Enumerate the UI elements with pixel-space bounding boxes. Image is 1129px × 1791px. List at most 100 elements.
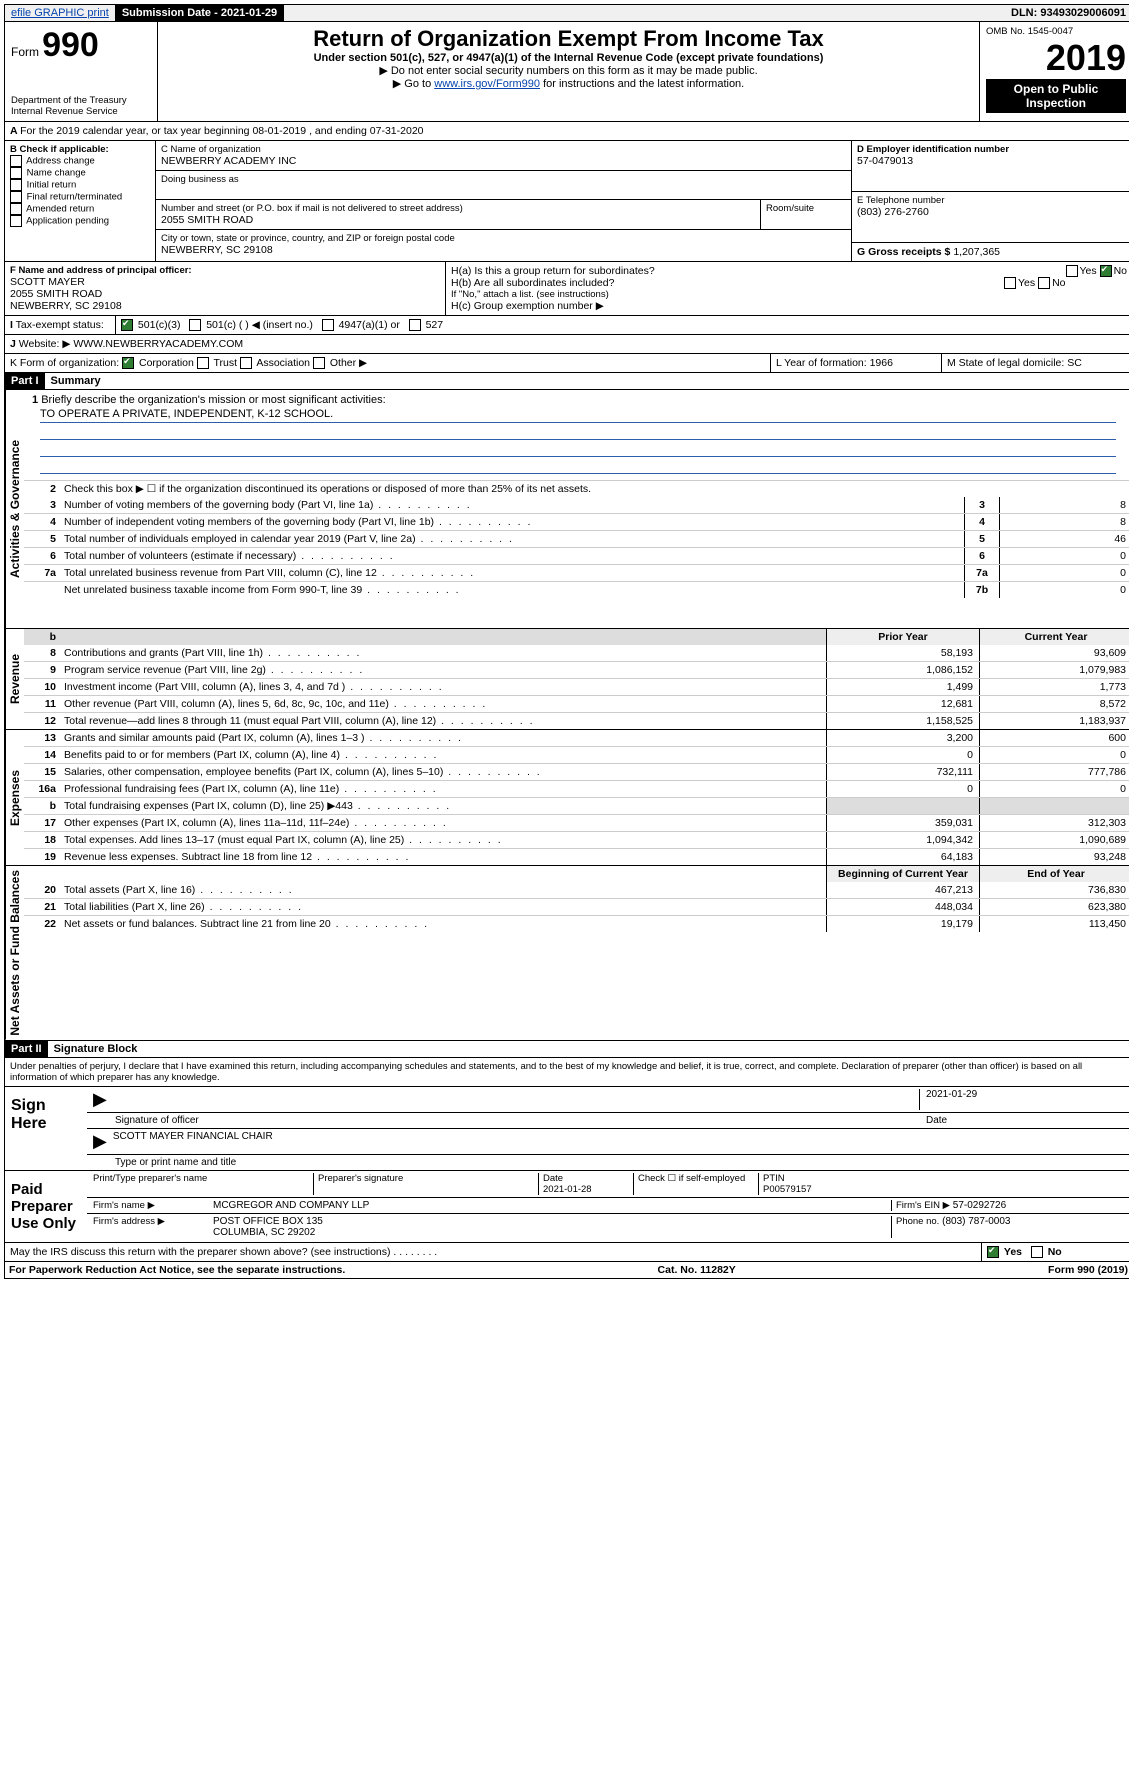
date-label: Date: [926, 1115, 1126, 1126]
signature-label: Signature of officer: [115, 1115, 199, 1126]
summary-line: 6Total number of volunteers (estimate if…: [24, 547, 1129, 564]
form-header: Form 990 Department of the Treasury Inte…: [4, 22, 1129, 122]
ha-yes-checkbox[interactable]: [1066, 265, 1078, 277]
summary-line: 7aTotal unrelated business revenue from …: [24, 564, 1129, 581]
col-begin-year: Beginning of Current Year: [826, 866, 979, 882]
perjury-statement: Under penalties of perjury, I declare th…: [5, 1058, 1129, 1086]
box-e-label: E Telephone number: [857, 195, 1127, 206]
street-address: 2055 SMITH ROAD: [161, 214, 755, 226]
ha-no-checkbox[interactable]: [1100, 265, 1112, 277]
501c3-checkbox[interactable]: [121, 319, 133, 331]
summary-line: 5Total number of individuals employed in…: [24, 530, 1129, 547]
box-f-label: F Name and address of principal officer:: [10, 265, 440, 276]
box-b-label: B Check if applicable:: [10, 144, 150, 155]
box-b-item[interactable]: Amended return: [10, 203, 150, 215]
self-employed-check[interactable]: Check ☐ if self-employed: [633, 1173, 758, 1195]
firm-phone-label: Phone no.: [896, 1216, 939, 1227]
officer-addr1: 2055 SMITH ROAD: [10, 288, 440, 300]
firm-name: MCGREGOR AND COMPANY LLP: [213, 1200, 891, 1211]
summary-line: Net unrelated business taxable income fr…: [24, 581, 1129, 598]
box-g-label: G Gross receipts $: [857, 246, 950, 258]
preparer-name-hdr: Print/Type preparer's name: [93, 1173, 313, 1195]
section-governance: Activities & Governance: [5, 390, 24, 628]
col-end-year: End of Year: [979, 866, 1129, 882]
summary-line: 4Number of independent voting members of…: [24, 513, 1129, 530]
sign-date: 2021-01-29: [919, 1089, 1126, 1110]
identity-block: B Check if applicable: Address change Na…: [4, 141, 1129, 262]
box-b-item[interactable]: Application pending: [10, 215, 150, 227]
top-bar: efile GRAPHIC print Submission Date - 20…: [4, 4, 1129, 22]
room-suite-label: Room/suite: [760, 200, 851, 229]
page-footer: For Paperwork Reduction Act Notice, see …: [4, 1262, 1129, 1279]
name-arrow-icon: ▶: [93, 1131, 107, 1152]
other-org-checkbox[interactable]: [313, 357, 325, 369]
ha-question: H(a) Is this a group return for subordin…: [451, 265, 1127, 277]
dept-irs: Internal Revenue Service: [11, 106, 151, 117]
corp-checkbox[interactable]: [122, 357, 134, 369]
discuss-no-checkbox[interactable]: [1031, 1246, 1043, 1258]
mission-text: TO OPERATE A PRIVATE, INDEPENDENT, K-12 …: [40, 408, 1116, 423]
summary-line: 12Total revenue—add lines 8 through 11 (…: [24, 712, 1129, 729]
4947-checkbox[interactable]: [322, 319, 334, 331]
efile-link[interactable]: efile GRAPHIC print: [5, 5, 116, 21]
col-current-year: Current Year: [979, 629, 1129, 645]
q2-text: Check this box ▶ ☐ if the organization d…: [60, 481, 1129, 497]
box-b-item[interactable]: Address change: [10, 155, 150, 167]
footer-left: For Paperwork Reduction Act Notice, see …: [9, 1264, 345, 1276]
discuss-question: May the IRS discuss this return with the…: [5, 1243, 982, 1261]
summary-line: 17Other expenses (Part IX, column (A), l…: [24, 814, 1129, 831]
form-title: Return of Organization Exempt From Incom…: [164, 26, 973, 52]
box-j-label: Website: ▶: [19, 338, 71, 350]
footer-right: Form 990 (2019): [1048, 1264, 1128, 1276]
firm-addr-label: Firm's address ▶: [93, 1216, 213, 1238]
summary-line: 14Benefits paid to or for members (Part …: [24, 746, 1129, 763]
discuss-yes-checkbox[interactable]: [987, 1246, 999, 1258]
form-subtitle: Under section 501(c), 527, or 4947(a)(1)…: [164, 52, 973, 64]
officer-signed-name: SCOTT MAYER FINANCIAL CHAIR: [113, 1131, 273, 1152]
trust-checkbox[interactable]: [197, 357, 209, 369]
firm-phone: (803) 787-0003: [942, 1216, 1010, 1227]
summary-line: 11Other revenue (Part VIII, column (A), …: [24, 695, 1129, 712]
box-c-name-label: C Name of organization: [161, 144, 846, 155]
box-b-item[interactable]: Name change: [10, 167, 150, 179]
instruction-1: ▶ Do not enter social security numbers o…: [164, 64, 973, 77]
firm-addr1: POST OFFICE BOX 135: [213, 1216, 323, 1227]
officer-addr2: NEWBERRY, SC 29108: [10, 300, 440, 312]
501c-checkbox[interactable]: [189, 319, 201, 331]
527-checkbox[interactable]: [409, 319, 421, 331]
irs-link[interactable]: www.irs.gov/Form990: [434, 78, 540, 90]
assoc-checkbox[interactable]: [240, 357, 252, 369]
summary-line: 15Salaries, other compensation, employee…: [24, 763, 1129, 780]
paid-preparer-block: Paid Preparer Use Only Print/Type prepar…: [4, 1171, 1129, 1243]
org-name: NEWBERRY ACADEMY INC: [161, 155, 846, 167]
submission-date-button[interactable]: Submission Date - 2021-01-29: [116, 5, 284, 21]
city-state-zip: NEWBERRY, SC 29108: [161, 244, 846, 256]
preparer-date-hdr: Date: [543, 1173, 563, 1184]
hc-label: H(c) Group exemption number ▶: [451, 300, 1127, 312]
box-m-label: M State of legal domicile:: [947, 357, 1064, 369]
part2-tag: Part II: [5, 1041, 48, 1057]
sign-here-block: Sign Here ▶ 2021-01-29 Signature of offi…: [4, 1087, 1129, 1171]
firm-addr2: COLUMBIA, SC 29202: [213, 1227, 315, 1238]
ptin-hdr: PTIN: [763, 1173, 785, 1184]
name-title-label: Type or print name and title: [115, 1157, 236, 1168]
part1-title: Summary: [45, 373, 107, 389]
firm-ein: 57-0292726: [953, 1200, 1006, 1211]
instruction-2: ▶ Go to www.irs.gov/Form990 for instruct…: [164, 77, 973, 90]
box-k-label: K Form of organization:: [10, 357, 119, 369]
year-formation: 1966: [870, 357, 893, 369]
hb-yes-checkbox[interactable]: [1004, 277, 1016, 289]
officer-name: SCOTT MAYER: [10, 276, 440, 288]
paid-preparer-label: Paid Preparer Use Only: [5, 1171, 87, 1242]
section-netassets: Net Assets or Fund Balances: [5, 866, 24, 1040]
box-b-item[interactable]: Final return/terminated: [10, 191, 150, 203]
officer-group-block: F Name and address of principal officer:…: [4, 262, 1129, 316]
q1-label: Briefly describe the organization's miss…: [41, 394, 385, 406]
col-prior-year: Prior Year: [826, 629, 979, 645]
box-b-item[interactable]: Initial return: [10, 179, 150, 191]
footer-mid: Cat. No. 11282Y: [658, 1264, 736, 1276]
part2-title: Signature Block: [48, 1041, 144, 1057]
summary-line: 18Total expenses. Add lines 13–17 (must …: [24, 831, 1129, 848]
phone-value: (803) 276-2760: [857, 206, 1127, 218]
hb-no-checkbox[interactable]: [1038, 277, 1050, 289]
